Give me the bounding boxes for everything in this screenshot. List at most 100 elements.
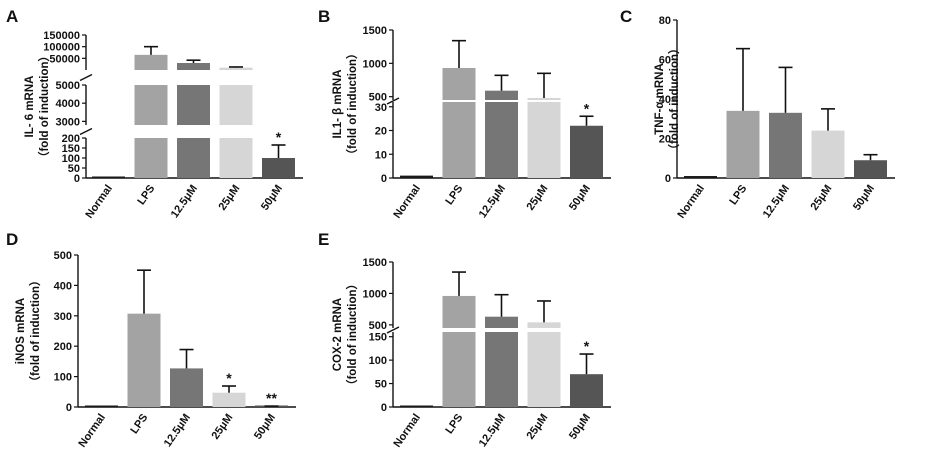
- y-axis-label: TNF-α mRNA: [654, 63, 666, 135]
- bar-50μm: [570, 374, 603, 407]
- bar-12.5μm: [485, 332, 518, 407]
- x-tick-label: Normal: [391, 183, 423, 221]
- y-tick-label: 1000: [363, 58, 387, 70]
- y-tick-label: 500: [54, 250, 72, 262]
- bar-12.5μm: [177, 63, 210, 70]
- bar-normal: [92, 176, 125, 178]
- y-tick-label: 50: [68, 163, 80, 175]
- bar-25μm: [527, 102, 561, 178]
- x-tick-label: LPS: [727, 183, 749, 207]
- x-tick-label: LPS: [443, 412, 465, 436]
- y-axis-label: COX-2 mRNA: [332, 298, 344, 371]
- axis-break-mark: [79, 73, 93, 82]
- panel-label: E: [318, 230, 329, 249]
- y-tick-label: 150: [62, 143, 80, 155]
- x-tick-label: Normal: [76, 412, 108, 449]
- y-tick-label: 30: [375, 102, 387, 114]
- y-tick-label: 100: [369, 355, 387, 367]
- x-tick-label: 50μM: [259, 183, 285, 213]
- y-tick-label: 1500: [363, 257, 387, 269]
- y-tick-label: 150: [369, 332, 387, 344]
- bar-25μm: [219, 85, 253, 125]
- panel-label: C: [620, 7, 632, 26]
- bar-normal: [400, 175, 433, 178]
- y-tick-label: 20: [659, 134, 671, 146]
- y-tick-label: 0: [74, 173, 80, 185]
- axis-break-mark: [386, 326, 400, 334]
- y-tick-label: 50000: [49, 53, 80, 65]
- bar-lps: [134, 54, 168, 70]
- significance-marker: *: [276, 129, 282, 145]
- y-tick-label: 500: [369, 92, 387, 104]
- y-tick-label: 80: [659, 15, 671, 27]
- y-axis-label: iNOS mRNA: [15, 298, 27, 364]
- x-tick-label: LPS: [128, 412, 150, 436]
- x-tick-label: 25μM: [524, 412, 550, 442]
- bar-25μm: [219, 67, 253, 70]
- y-tick-label: 1000: [363, 288, 387, 300]
- bar-25μm: [811, 130, 845, 178]
- panel-label: D: [6, 230, 18, 249]
- y-tick-label: 4000: [56, 98, 80, 110]
- y-tick-label: 1500: [363, 25, 387, 37]
- bar-12.5μm: [177, 85, 210, 125]
- x-tick-label: Normal: [391, 412, 423, 449]
- y-tick-label: 400: [54, 280, 72, 292]
- y-axis-sublabel: （fold of induction）: [667, 42, 681, 155]
- y-tick-label: 300: [54, 311, 72, 323]
- y-tick-label: 50: [375, 379, 387, 391]
- y-tick-label: 100: [62, 153, 80, 165]
- y-tick-label: 100: [54, 372, 72, 384]
- x-tick-label: 12.5μM: [169, 183, 200, 220]
- y-tick-label: 3000: [56, 116, 80, 128]
- axis-break-mark: [386, 97, 400, 105]
- bar-lps: [442, 332, 476, 407]
- y-axis-label: IL1- β mRNA: [332, 70, 344, 139]
- y-tick-label: 200: [62, 133, 80, 145]
- y-tick-label: 40: [659, 94, 671, 106]
- y-axis-sublabel: （fold of induction）: [28, 274, 42, 387]
- bar-lps: [442, 102, 476, 178]
- panel-label: A: [6, 7, 18, 26]
- x-tick-label: 50μM: [252, 412, 278, 442]
- y-tick-label: 60: [659, 55, 671, 67]
- bar-25μm: [527, 332, 561, 407]
- x-tick-label: 50μM: [567, 183, 593, 213]
- y-axis-sublabel: （fold of induction）: [37, 50, 51, 163]
- bar-12.5μm: [177, 138, 210, 178]
- y-tick-label: 0: [66, 402, 72, 414]
- x-tick-label: 25μM: [209, 412, 235, 442]
- x-tick-label: Normal: [83, 183, 115, 221]
- bar-12.5μm: [485, 102, 518, 178]
- y-tick-label: 0: [381, 402, 387, 414]
- y-axis-label: IL- 6 mRNA: [24, 76, 36, 138]
- x-tick-label: LPS: [443, 183, 465, 207]
- bar-25μm: [219, 138, 253, 178]
- y-axis-sublabel: （fold of induction）: [345, 47, 359, 160]
- bar-25μm: [527, 98, 561, 100]
- significance-marker: *: [584, 100, 590, 116]
- x-tick-label: 25μM: [808, 183, 834, 213]
- x-tick-label: Normal: [675, 183, 707, 221]
- significance-marker: *: [226, 370, 232, 386]
- significance-marker: **: [266, 390, 277, 406]
- bar-lps: [442, 68, 476, 100]
- x-tick-label: 50μM: [567, 412, 593, 442]
- axis-break-mark: [79, 127, 93, 136]
- bar-12.5μm: [769, 112, 802, 178]
- bar-lps: [134, 138, 168, 178]
- y-tick-label: 0: [665, 173, 671, 185]
- significance-marker: *: [584, 338, 590, 354]
- y-tick-label: 200: [54, 341, 72, 353]
- x-tick-label: 12.5μM: [761, 183, 792, 220]
- panel-label: B: [318, 7, 330, 26]
- bar-50μm: [262, 158, 295, 178]
- bar-50μm: [854, 160, 887, 178]
- bar-25μm: [527, 322, 561, 328]
- x-tick-label: 25μM: [216, 183, 242, 213]
- panel-d: D 0 100 200 300 400 500 Normal LPS 12.5μM * 25μM ** 5…: [6, 230, 296, 449]
- y-axis-sublabel: （fold of induction）: [345, 278, 359, 391]
